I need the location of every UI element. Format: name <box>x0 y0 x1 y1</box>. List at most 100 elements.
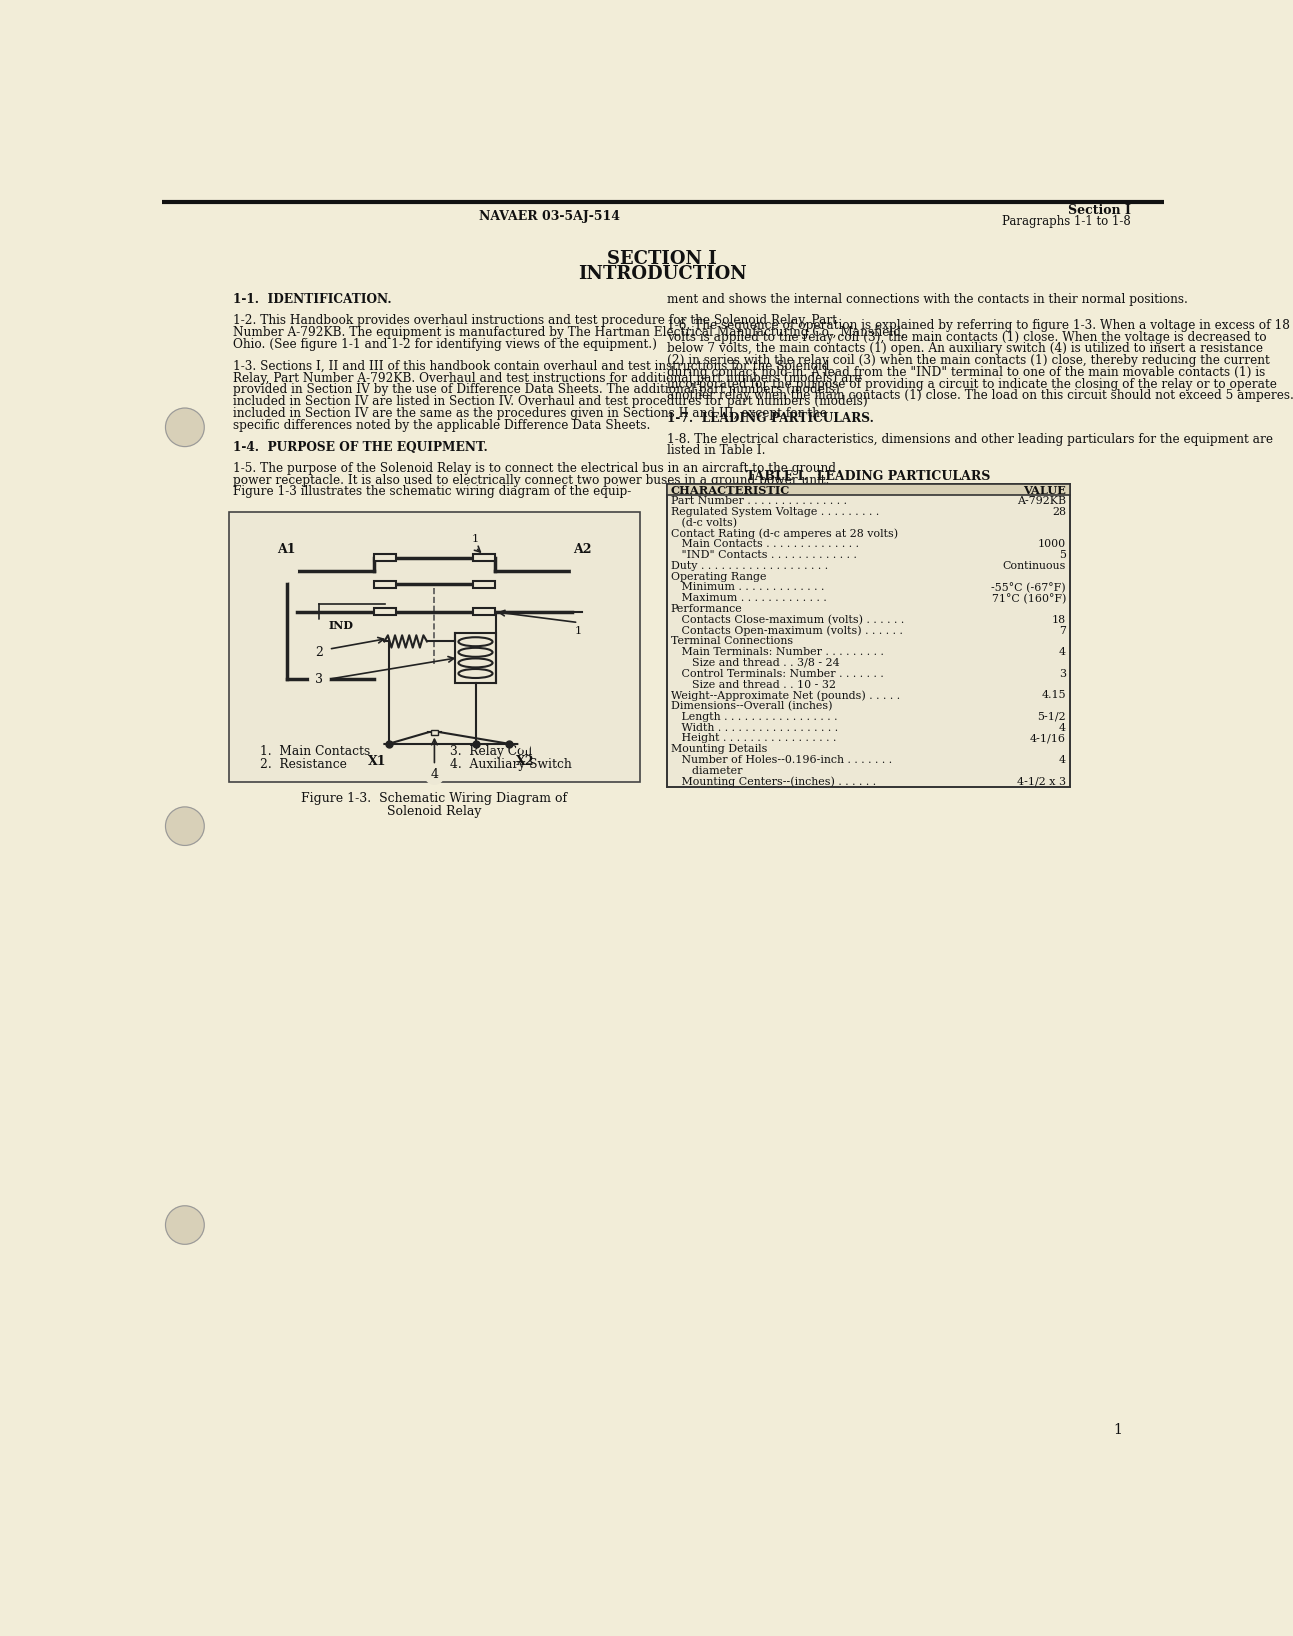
Text: 1-4.  PURPOSE OF THE EQUIPMENT.: 1-4. PURPOSE OF THE EQUIPMENT. <box>233 440 487 453</box>
Bar <box>374 609 396 615</box>
Text: 1000: 1000 <box>1038 540 1065 550</box>
Text: another relay when the main contacts (1) close. The load on this circuit should : another relay when the main contacts (1)… <box>667 389 1293 402</box>
Text: Contacts Open-maximum (volts) . . . . . .: Contacts Open-maximum (volts) . . . . . … <box>671 625 903 636</box>
Circle shape <box>371 738 383 749</box>
Text: 5-1/2: 5-1/2 <box>1037 712 1065 721</box>
Text: X1: X1 <box>367 754 387 767</box>
Circle shape <box>425 766 443 784</box>
Circle shape <box>166 807 204 846</box>
Text: 4: 4 <box>1059 648 1065 658</box>
Bar <box>667 484 1069 787</box>
Text: 1-1.  IDENTIFICATION.: 1-1. IDENTIFICATION. <box>233 293 392 306</box>
Bar <box>374 555 396 561</box>
Text: INTRODUCTION: INTRODUCTION <box>578 265 746 283</box>
Circle shape <box>520 738 530 749</box>
Text: 1-2. This Handbook provides overhaul instructions and test procedure for the Sol: 1-2. This Handbook provides overhaul ins… <box>233 314 837 327</box>
Text: specific differences noted by the applicable Difference Data Sheets.: specific differences noted by the applic… <box>233 419 650 432</box>
Text: Terminal Connections: Terminal Connections <box>671 636 793 646</box>
Text: 2: 2 <box>315 646 323 659</box>
Text: 4: 4 <box>1059 754 1065 766</box>
Text: 4-1/16: 4-1/16 <box>1031 733 1065 743</box>
Text: power receptacle. It is also used to electrically connect two power buses in a g: power receptacle. It is also used to ele… <box>233 473 829 486</box>
Text: Paragraphs 1-1 to 1-8: Paragraphs 1-1 to 1-8 <box>1002 216 1130 229</box>
Text: CHARACTERISTIC: CHARACTERISTIC <box>671 486 790 496</box>
Text: 1-5. The purpose of the Solenoid Relay is to connect the electrical bus in an ai: 1-5. The purpose of the Solenoid Relay i… <box>233 461 837 474</box>
Circle shape <box>166 1206 204 1245</box>
Text: Relay, Part Number A-792KB. Overhaul and test instructions for additional part n: Relay, Part Number A-792KB. Overhaul and… <box>233 371 861 384</box>
Text: below 7 volts, the main contacts (1) open. An auxiliary switch (4) is utilized t: below 7 volts, the main contacts (1) ope… <box>667 342 1263 355</box>
Text: 4.  Auxiliary Switch: 4. Auxiliary Switch <box>450 757 573 771</box>
Text: Performance: Performance <box>671 604 742 614</box>
Bar <box>667 484 1069 494</box>
Text: diameter: diameter <box>671 766 742 775</box>
Text: 5: 5 <box>1059 550 1065 560</box>
Text: Figure 1-3 illustrates the schematic wiring diagram of the equip-: Figure 1-3 illustrates the schematic wir… <box>233 486 631 499</box>
Text: Height . . . . . . . . . . . . . . . . .: Height . . . . . . . . . . . . . . . . . <box>671 733 837 743</box>
Text: (2) in series with the relay coil (3) when the main contacts (1) close, thereby : (2) in series with the relay coil (3) wh… <box>667 355 1270 366</box>
Text: 1.  Main Contacts: 1. Main Contacts <box>260 744 370 757</box>
Text: Main Contacts . . . . . . . . . . . . . .: Main Contacts . . . . . . . . . . . . . … <box>671 540 859 550</box>
Text: Continuous: Continuous <box>1002 561 1065 571</box>
Text: Control Terminals: Number . . . . . . .: Control Terminals: Number . . . . . . . <box>671 669 883 679</box>
Text: TABLE I.  LEADING PARTICULARS: TABLE I. LEADING PARTICULARS <box>746 470 990 483</box>
Text: 1-6. The sequence of operation is explained by referring to figure 1-3. When a v: 1-6. The sequence of operation is explai… <box>667 319 1290 332</box>
Text: Maximum . . . . . . . . . . . . .: Maximum . . . . . . . . . . . . . <box>671 594 826 604</box>
Text: 1-7.  LEADING PARTICULARS.: 1-7. LEADING PARTICULARS. <box>667 412 874 425</box>
Text: X2: X2 <box>516 754 534 767</box>
Circle shape <box>310 643 328 661</box>
Text: 4: 4 <box>431 769 438 780</box>
Text: IND: IND <box>328 620 354 631</box>
Text: Ohio. (See figure 1-1 and 1-2 for identifying views of the equipment.): Ohio. (See figure 1-1 and 1-2 for identi… <box>233 337 657 350</box>
Text: Size and thread . . 3/8 - 24: Size and thread . . 3/8 - 24 <box>671 658 839 667</box>
Text: 4: 4 <box>1059 723 1065 733</box>
Text: Figure 1-3.  Schematic Wiring Diagram of: Figure 1-3. Schematic Wiring Diagram of <box>301 792 568 805</box>
Text: A1: A1 <box>277 543 296 556</box>
Circle shape <box>570 623 587 640</box>
Text: Regulated System Voltage . . . . . . . . .: Regulated System Voltage . . . . . . . .… <box>671 507 879 517</box>
Bar <box>374 581 396 587</box>
Text: Operating Range: Operating Range <box>671 571 767 582</box>
Text: Mounting Centers--(inches) . . . . . .: Mounting Centers--(inches) . . . . . . <box>671 777 875 787</box>
Text: 4.15: 4.15 <box>1041 690 1065 700</box>
Bar <box>473 609 494 615</box>
Text: 7: 7 <box>1059 625 1065 636</box>
Text: (d-c volts): (d-c volts) <box>671 519 737 528</box>
Text: during contact hold-in. A lead from the "IND" terminal to one of the main movabl: during contact hold-in. A lead from the … <box>667 366 1265 380</box>
Text: 2.  Resistance: 2. Resistance <box>260 757 347 771</box>
Text: Mounting Details: Mounting Details <box>671 744 767 754</box>
Text: Width . . . . . . . . . . . . . . . . . .: Width . . . . . . . . . . . . . . . . . … <box>671 723 838 733</box>
Text: included in Section IV are the same as the procedures given in Sections II and I: included in Section IV are the same as t… <box>233 407 828 420</box>
Text: 18: 18 <box>1053 615 1065 625</box>
Bar <box>229 512 640 782</box>
Text: 3: 3 <box>1059 669 1065 679</box>
Text: 1: 1 <box>472 533 480 545</box>
Text: listed in Table I.: listed in Table I. <box>667 445 765 458</box>
Text: 1: 1 <box>1113 1423 1122 1436</box>
Text: -55°C (-67°F): -55°C (-67°F) <box>992 582 1065 594</box>
Text: 1-3. Sections I, II and III of this handbook contain overhaul and test instructi: 1-3. Sections I, II and III of this hand… <box>233 360 829 373</box>
Circle shape <box>573 561 592 581</box>
Text: Length . . . . . . . . . . . . . . . . .: Length . . . . . . . . . . . . . . . . . <box>671 712 838 721</box>
Text: Weight--Approximate Net (pounds) . . . . .: Weight--Approximate Net (pounds) . . . .… <box>671 690 900 700</box>
Text: Size and thread . . 10 - 32: Size and thread . . 10 - 32 <box>671 679 835 689</box>
Bar <box>473 555 494 561</box>
Text: 4-1/2 x 3: 4-1/2 x 3 <box>1016 777 1065 787</box>
Text: Section I: Section I <box>1068 204 1130 218</box>
Text: incorporated for the purpose of providing a circuit to indicate the closing of t: incorporated for the purpose of providin… <box>667 378 1276 391</box>
Text: 1: 1 <box>575 627 582 636</box>
Text: 3.  Relay Coil: 3. Relay Coil <box>450 744 533 757</box>
Text: 1-8. The electrical characteristics, dimensions and other leading particulars fo: 1-8. The electrical characteristics, dim… <box>667 432 1272 445</box>
Circle shape <box>314 620 325 630</box>
Text: 28: 28 <box>1053 507 1065 517</box>
Text: A2: A2 <box>573 543 591 556</box>
Circle shape <box>467 530 484 548</box>
Text: Duty . . . . . . . . . . . . . . . . . . .: Duty . . . . . . . . . . . . . . . . . .… <box>671 561 828 571</box>
Text: Dimensions--Overall (inches): Dimensions--Overall (inches) <box>671 702 833 712</box>
Circle shape <box>310 669 328 689</box>
Circle shape <box>166 407 204 447</box>
Text: Part Number . . . . . . . . . . . . . . .: Part Number . . . . . . . . . . . . . . … <box>671 496 847 506</box>
Text: included in Section IV are listed in Section IV. Overhaul and test procedures fo: included in Section IV are listed in Sec… <box>233 396 868 407</box>
Text: 3: 3 <box>315 672 323 685</box>
Text: Minimum . . . . . . . . . . . . .: Minimum . . . . . . . . . . . . . <box>671 582 824 592</box>
Text: Number of Holes--0.196-inch . . . . . . .: Number of Holes--0.196-inch . . . . . . … <box>671 754 892 766</box>
